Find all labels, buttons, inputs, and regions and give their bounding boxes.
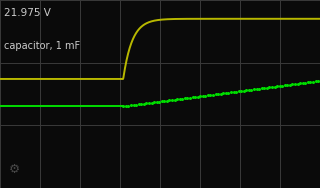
Text: capacitor, 1 mF: capacitor, 1 mF [4,41,80,51]
Text: 21.975 V: 21.975 V [4,8,51,17]
Text: ⚙: ⚙ [9,163,20,176]
